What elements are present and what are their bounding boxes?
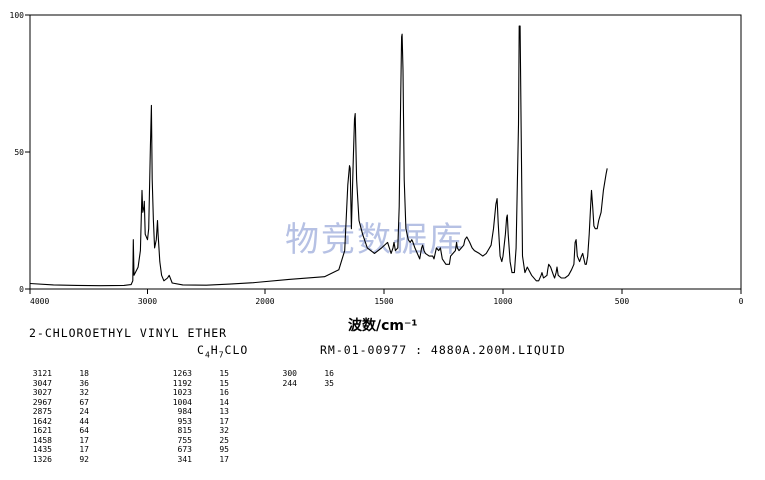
peak-transmittance: 13 xyxy=(219,407,229,416)
x-tick-label: 0 xyxy=(739,297,744,306)
peak-wavenumber: 1004 xyxy=(172,397,192,407)
x-tick-label: 500 xyxy=(615,297,630,306)
x-tick-label: 2000 xyxy=(255,297,274,306)
peak-transmittance: 32 xyxy=(219,426,229,435)
molecular-formula: C4H7CLO xyxy=(197,343,249,360)
sample-info: RM-01-00977 : 4880A.200M.LIQUID xyxy=(320,343,566,357)
peak-transmittance: 32 xyxy=(79,388,89,397)
peak-transmittance: 35 xyxy=(324,378,334,388)
peak-transmittance: 14 xyxy=(219,397,229,407)
peak-transmittance: 92 xyxy=(79,454,89,464)
peak-wavenumber: 953 xyxy=(177,416,192,426)
peak-transmittance: 17 xyxy=(219,454,229,464)
peak-transmittance: 17 xyxy=(219,416,229,426)
watermark: 物竞数据库 xyxy=(285,220,465,260)
peak-transmittance: 16 xyxy=(324,369,334,378)
peak-transmittance: 25 xyxy=(219,435,229,445)
peak-wavenumber: 1642 xyxy=(32,416,52,426)
x-tick-label: 1500 xyxy=(374,297,393,306)
x-axis-label: 波数/cm⁻¹ xyxy=(348,317,418,334)
peak-wavenumber: 984 xyxy=(177,407,192,416)
peak-transmittance: 24 xyxy=(79,407,89,416)
peak-wavenumber: 2967 xyxy=(32,397,52,407)
peak-transmittance: 18 xyxy=(79,369,89,378)
peak-wavenumber: 3047 xyxy=(32,378,52,388)
peak-transmittance-column: 15 15 16 14 13 17 32 25 95 17 xyxy=(215,369,229,464)
spectrum-chart: 物竞数据库 0 50 100 4000 3000 2000 1500 1000 500 0 波数… xyxy=(10,11,744,334)
peak-wavenumber: 2875 xyxy=(32,407,52,416)
peak-wavenumber: 244 xyxy=(282,378,297,388)
peak-wavenumber: 3121 xyxy=(32,369,52,378)
peak-wavenumber: 341 xyxy=(177,454,192,464)
peak-wavenumber: 1263 xyxy=(172,369,192,378)
x-tick-label: 4000 xyxy=(30,297,49,306)
peak-wavenumber: 1023 xyxy=(172,388,192,397)
peak-wavenumber: 1192 xyxy=(172,378,192,388)
peak-wavenumber: 755 xyxy=(177,435,192,445)
peak-transmittance: 17 xyxy=(79,445,89,454)
peak-wavenumber: 1621 xyxy=(32,426,52,435)
peak-wavenumber: 1435 xyxy=(32,445,52,454)
peak-transmittance: 15 xyxy=(219,378,229,388)
peak-transmittance: 64 xyxy=(79,426,89,435)
peak-transmittance: 15 xyxy=(219,369,229,378)
peak-transmittance: 44 xyxy=(79,416,89,426)
y-tick-label: 50 xyxy=(14,148,24,157)
peak-wavenumber: 3027 xyxy=(32,388,52,397)
x-tick-label: 1000 xyxy=(493,297,512,306)
compound-name: 2-CHLOROETHYL VINYL ETHER xyxy=(29,326,228,340)
peak-transmittance: 67 xyxy=(79,397,89,407)
peak-transmittance-column: 18 36 32 67 24 44 64 17 17 92 xyxy=(75,369,89,464)
peak-wavenumber-column: 300 244 xyxy=(275,369,297,388)
peak-transmittance: 17 xyxy=(79,435,89,445)
peak-wavenumber-column: 3121 3047 3027 2967 2875 1642 1621 1458 1435 1326 xyxy=(30,369,52,464)
peak-wavenumber: 300 xyxy=(282,369,297,378)
peak-wavenumber: 1458 xyxy=(32,435,52,445)
peak-wavenumber: 1326 xyxy=(32,454,52,464)
peak-transmittance: 16 xyxy=(219,388,229,397)
peak-wavenumber-column: 1263 1192 1023 1004 984 953 815 755 673 341 xyxy=(170,369,192,464)
spectrum-line xyxy=(29,25,608,287)
x-tick-label: 3000 xyxy=(138,297,157,306)
peak-wavenumber: 815 xyxy=(177,426,192,435)
peak-transmittance: 95 xyxy=(219,445,229,454)
y-tick-label: 0 xyxy=(19,285,24,294)
peak-wavenumber: 673 xyxy=(177,445,192,454)
y-tick-label: 100 xyxy=(10,11,25,20)
peak-transmittance-column: 16 35 xyxy=(320,369,334,388)
peak-transmittance: 36 xyxy=(79,378,89,388)
